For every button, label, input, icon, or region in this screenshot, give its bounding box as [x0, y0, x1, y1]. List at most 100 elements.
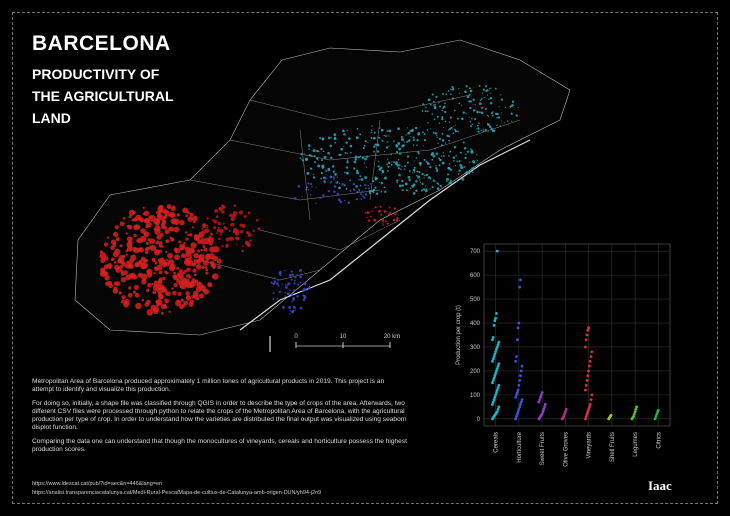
data-point	[586, 410, 590, 414]
crop-patch	[115, 236, 120, 242]
crop-patch	[482, 130, 485, 133]
crop-patch	[489, 96, 493, 100]
crop-patch	[120, 299, 125, 304]
crop-patch	[486, 114, 489, 116]
crop-patch	[186, 295, 190, 299]
crop-patch	[121, 295, 126, 300]
crop-patch	[310, 182, 313, 185]
crop-patch	[334, 173, 337, 176]
crop-patch	[132, 290, 137, 294]
crop-patch	[145, 288, 150, 292]
data-point	[493, 319, 497, 323]
crop-patch	[467, 150, 469, 152]
crop-patch	[419, 179, 421, 181]
crop-patch	[206, 231, 209, 233]
data-point	[537, 400, 541, 404]
crop-patch	[297, 283, 300, 286]
crop-patch	[465, 112, 467, 115]
crop-patch	[484, 128, 487, 132]
crop-patch	[165, 239, 170, 244]
crop-patch	[395, 150, 399, 154]
crop-patch	[302, 289, 305, 293]
crop-patch	[412, 183, 416, 187]
crop-patch	[468, 100, 471, 103]
crop-patch	[165, 292, 168, 296]
crop-patch	[175, 247, 181, 254]
crop-patch	[294, 276, 297, 279]
crop-patch	[153, 228, 156, 231]
data-point	[495, 312, 498, 315]
crop-patch	[454, 164, 457, 167]
crop-patch	[360, 178, 364, 181]
crop-patch	[353, 188, 356, 192]
data-point	[494, 350, 498, 354]
x-tick-label: Citrics	[656, 432, 662, 449]
crop-patch	[176, 299, 180, 303]
crop-patch	[458, 102, 461, 105]
crop-patch	[457, 130, 459, 133]
crop-patch	[415, 157, 418, 159]
crop-patch	[431, 186, 434, 189]
crop-patch	[436, 169, 439, 173]
crop-patch	[173, 282, 178, 288]
crop-patch	[184, 231, 188, 234]
crop-patch	[294, 309, 297, 311]
data-point	[609, 413, 613, 417]
crop-patch	[176, 279, 181, 284]
crop-patch	[374, 206, 377, 209]
crop-patch	[472, 160, 475, 163]
crop-patch	[376, 177, 379, 180]
crop-patch	[211, 233, 214, 236]
crop-patch	[165, 258, 169, 262]
crop-patch	[184, 246, 191, 253]
crop-patch	[435, 152, 439, 155]
crop-patch	[173, 277, 177, 281]
crop-patch	[431, 113, 434, 115]
paragraph: Comparing the data one can understand th…	[32, 438, 407, 453]
crop-patch	[233, 204, 237, 207]
crop-patch	[277, 284, 280, 287]
crop-patch	[243, 214, 247, 218]
crop-patch	[448, 121, 450, 123]
crop-patch	[316, 157, 319, 160]
crop-patch	[398, 164, 401, 167]
crop-patch	[299, 306, 303, 310]
data-point	[495, 410, 499, 414]
crop-patch	[346, 159, 349, 161]
crop-patch	[142, 206, 145, 209]
crop-patch	[132, 210, 136, 214]
crop-patch	[327, 167, 331, 171]
crop-patch	[470, 150, 474, 154]
crop-patch	[463, 166, 466, 168]
crop-patch	[388, 206, 391, 209]
crop-patch	[380, 213, 383, 216]
data-point	[519, 374, 522, 378]
crop-patch	[445, 93, 447, 95]
crop-patch	[360, 198, 362, 201]
crop-patch	[453, 159, 455, 162]
data-point	[538, 398, 542, 402]
crop-patch	[444, 110, 447, 114]
crop-patch	[380, 128, 384, 132]
crop-patch	[235, 244, 238, 246]
title: BARCELONA	[32, 32, 171, 55]
crop-patch	[284, 295, 287, 297]
crop-patch	[322, 194, 325, 197]
crop-patch	[106, 263, 113, 269]
crop-patch	[206, 224, 209, 227]
crop-patch	[375, 154, 377, 156]
crop-patch	[408, 170, 411, 172]
data-point	[515, 355, 518, 358]
crop-patch	[183, 241, 186, 244]
data-point	[514, 395, 518, 399]
crop-patch	[434, 103, 436, 106]
crop-patch	[486, 94, 489, 96]
crop-patch	[474, 117, 477, 120]
crop-patch	[438, 102, 440, 104]
crop-patch	[349, 151, 352, 154]
data-point	[635, 405, 639, 409]
crop-patch	[225, 237, 230, 242]
crop-patch	[468, 170, 471, 173]
crop-patch	[188, 282, 195, 289]
crop-patch	[370, 131, 373, 134]
